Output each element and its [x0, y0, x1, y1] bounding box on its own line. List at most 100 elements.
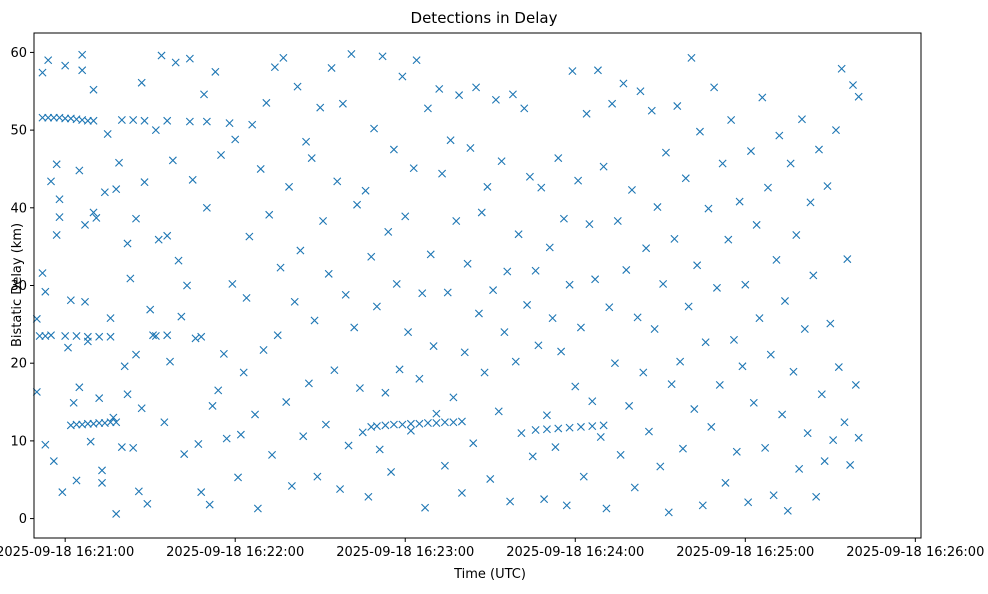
data-point — [650, 325, 659, 333]
data-point — [285, 182, 294, 191]
x-tick-label: 2025-09-18 16:25:00 — [676, 545, 814, 560]
data-point — [134, 487, 143, 496]
data-point — [582, 109, 591, 118]
data-point — [837, 64, 846, 73]
x-tick-label: 2025-09-18 16:24:00 — [506, 545, 644, 560]
data-point — [531, 266, 540, 275]
data-point — [302, 137, 311, 146]
data-point — [188, 175, 197, 184]
y-axis-ticks: 0 10 20 30 40 50 60 — [10, 46, 34, 527]
data-point — [846, 460, 855, 469]
data-point — [279, 53, 288, 62]
data-point — [146, 305, 155, 314]
data-point — [364, 492, 373, 501]
data-point — [840, 418, 849, 427]
data-point — [579, 472, 588, 481]
data-point — [78, 50, 87, 59]
data-point — [41, 287, 50, 296]
data-point — [239, 368, 248, 377]
data-point — [440, 418, 449, 427]
data-point — [83, 337, 92, 346]
data-point — [472, 83, 481, 92]
x-tick-label: 2025-09-18 16:26:00 — [846, 545, 984, 560]
data-point — [231, 135, 240, 144]
data-point — [480, 368, 489, 377]
data-point — [848, 81, 857, 90]
data-point — [698, 501, 707, 510]
data-point — [112, 185, 121, 194]
data-point — [613, 217, 622, 226]
data-point — [596, 433, 605, 441]
data-point — [406, 419, 415, 428]
data-point — [355, 384, 364, 393]
x-tick-label: 2025-09-18 16:22:00 — [166, 545, 304, 560]
data-point — [659, 279, 668, 288]
data-point — [44, 113, 53, 122]
data-point — [562, 501, 571, 510]
data-point — [599, 421, 608, 430]
data-point — [769, 491, 778, 500]
chart-title: Detections in Delay — [411, 9, 558, 27]
data-point — [673, 102, 682, 111]
data-point — [222, 434, 231, 443]
data-point — [642, 244, 651, 253]
data-point — [95, 394, 104, 403]
data-point — [554, 154, 563, 163]
data-point — [83, 116, 92, 125]
data-point — [729, 335, 738, 344]
data-point — [338, 99, 347, 108]
data-point — [171, 58, 180, 67]
data-point — [565, 280, 574, 289]
data-point — [151, 126, 160, 135]
data-point — [163, 331, 172, 340]
data-point — [316, 103, 325, 112]
data-point — [500, 328, 509, 337]
data-point — [367, 252, 376, 261]
data-points — [32, 49, 863, 518]
data-point — [191, 334, 200, 343]
data-point — [72, 420, 81, 429]
data-point — [443, 288, 452, 297]
data-point — [687, 53, 696, 62]
data-point — [256, 164, 265, 173]
data-point — [81, 220, 89, 229]
data-point — [225, 119, 234, 128]
data-point — [506, 497, 515, 506]
data-point — [681, 174, 690, 183]
data-point — [812, 492, 821, 501]
data-point — [55, 195, 64, 204]
data-point — [483, 182, 492, 191]
data-point — [106, 314, 115, 323]
data-point — [778, 410, 787, 419]
data-point — [89, 85, 98, 94]
data-point — [693, 261, 702, 270]
data-point — [248, 120, 257, 129]
data-point — [457, 417, 466, 426]
data-point — [619, 79, 628, 88]
data-point — [854, 433, 863, 442]
data-point — [200, 90, 209, 99]
data-point — [491, 95, 500, 104]
data-point — [310, 316, 319, 325]
data-point — [591, 275, 600, 284]
data-point — [95, 332, 104, 341]
data-point — [455, 91, 464, 100]
data-point — [557, 347, 566, 356]
data-point — [647, 106, 656, 115]
data-point — [83, 419, 92, 428]
data-point — [282, 398, 291, 407]
data-point — [202, 203, 211, 212]
data-point — [554, 424, 563, 433]
data-point — [166, 357, 175, 366]
data-point — [457, 488, 466, 497]
data-point — [151, 332, 160, 340]
data-point — [387, 467, 396, 476]
data-point — [576, 323, 585, 332]
data-point — [585, 220, 594, 229]
data-point — [707, 422, 716, 431]
data-point — [514, 230, 523, 239]
data-point — [775, 131, 784, 140]
data-point — [270, 63, 279, 72]
y-axis-label: Bistatic Delay (km) — [10, 223, 25, 347]
